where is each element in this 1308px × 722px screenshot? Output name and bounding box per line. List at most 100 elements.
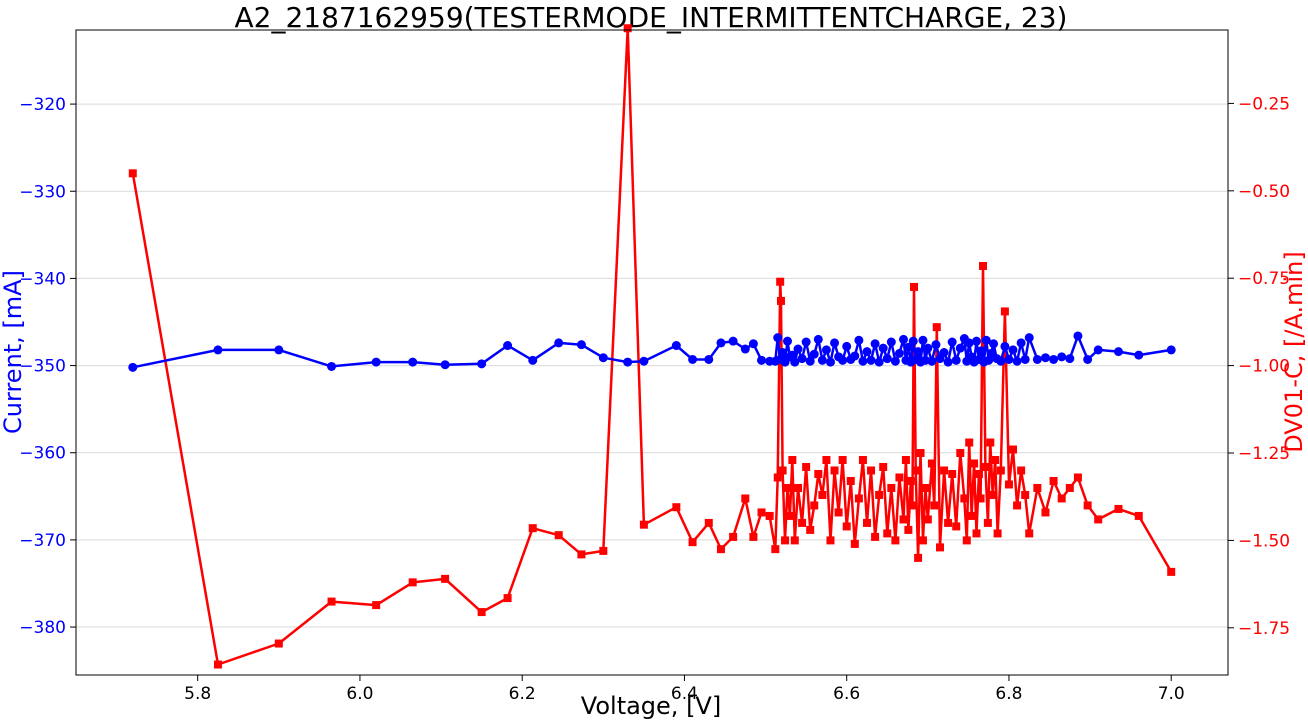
data-point xyxy=(1021,490,1030,499)
data-point xyxy=(1083,354,1093,364)
data-point xyxy=(854,335,864,345)
data-point xyxy=(818,490,827,499)
data-point xyxy=(981,335,991,345)
data-point xyxy=(886,337,896,347)
data-point xyxy=(1009,445,1018,454)
data-point xyxy=(477,359,487,369)
data-point xyxy=(821,345,831,355)
data-point xyxy=(1049,476,1058,485)
y-tick-label-left: −330 xyxy=(19,182,66,202)
data-point xyxy=(830,338,840,348)
y-tick-label-left: −350 xyxy=(19,357,66,377)
data-point xyxy=(477,608,486,617)
data-point xyxy=(834,508,843,517)
data-point xyxy=(891,536,900,545)
data-point xyxy=(781,536,790,545)
data-point xyxy=(773,473,782,482)
data-point xyxy=(879,462,888,471)
series-dv01-c xyxy=(128,24,1176,669)
data-point xyxy=(962,536,971,545)
data-point xyxy=(955,343,965,353)
chart-title: A2_2187162959(TESTERMODE_INTERMITTENTCHA… xyxy=(235,1,1068,34)
data-point xyxy=(858,456,867,464)
data-point xyxy=(967,511,976,520)
y-tick-label-right: −1.75 xyxy=(1238,619,1290,639)
data-point xyxy=(826,536,835,545)
data-point xyxy=(782,336,792,346)
x-tick-label: 6.6 xyxy=(833,684,860,704)
data-point xyxy=(972,529,981,538)
data-point xyxy=(939,348,949,357)
data-point xyxy=(986,348,996,358)
data-point xyxy=(1016,338,1026,348)
data-point xyxy=(830,466,839,475)
data-point xyxy=(672,503,681,512)
data-point xyxy=(878,343,888,353)
data-point xyxy=(923,343,933,353)
data-point xyxy=(952,522,961,531)
data-point xyxy=(1004,354,1014,364)
data-point xyxy=(1134,511,1143,520)
data-point xyxy=(785,511,794,520)
data-point xyxy=(1013,501,1022,510)
data-point xyxy=(923,515,932,524)
data-point xyxy=(408,578,417,587)
data-point xyxy=(327,361,337,371)
data-point xyxy=(639,356,649,366)
data-point xyxy=(748,339,758,349)
y-tick-label-right: −0.50 xyxy=(1238,182,1290,202)
data-point xyxy=(940,466,949,475)
data-point xyxy=(794,483,803,492)
data-point xyxy=(993,529,1002,538)
data-point xyxy=(776,277,785,286)
grid-lines xyxy=(76,103,1228,628)
data-point xyxy=(1083,501,1092,510)
data-point xyxy=(944,518,953,527)
data-point xyxy=(850,539,859,548)
y-tick-label-left: −380 xyxy=(19,618,66,638)
data-point xyxy=(1114,504,1123,513)
data-point xyxy=(899,515,908,524)
data-point xyxy=(1004,480,1013,489)
data-point xyxy=(947,337,957,347)
data-point xyxy=(883,529,892,538)
data-point xyxy=(866,355,876,365)
data-point xyxy=(801,337,811,347)
data-point xyxy=(1041,508,1050,517)
data-point xyxy=(927,459,936,468)
data-point xyxy=(1020,354,1030,364)
data-point xyxy=(951,355,961,365)
x-tick-label: 7.0 xyxy=(1158,684,1185,704)
data-point xyxy=(867,466,876,475)
data-point xyxy=(783,483,792,492)
data-point xyxy=(996,466,1005,475)
data-point xyxy=(598,353,608,363)
data-point xyxy=(842,522,851,531)
data-point xyxy=(1166,345,1176,355)
data-point xyxy=(838,355,848,365)
y-tick-label-right: −1.00 xyxy=(1238,357,1290,377)
data-point xyxy=(1057,494,1066,503)
data-point xyxy=(1000,307,1009,316)
y-tick-label-right: −1.50 xyxy=(1238,531,1290,551)
data-point xyxy=(817,355,827,365)
data-point xyxy=(943,357,953,367)
data-point xyxy=(976,346,986,356)
y-tick-label-left: −320 xyxy=(19,95,66,115)
data-point xyxy=(576,340,586,350)
y-axis-left: −380 −370 −360 −350 −340 −330 −320 xyxy=(19,95,76,638)
data-point xyxy=(996,356,1006,366)
data-point xyxy=(814,469,823,478)
y-tick-label-right: −0.25 xyxy=(1238,94,1290,114)
data-point xyxy=(773,333,783,343)
data-point xyxy=(213,660,222,669)
data-point xyxy=(757,508,766,517)
data-point xyxy=(874,357,884,367)
data-point xyxy=(528,524,537,533)
data-point xyxy=(894,348,904,358)
data-point xyxy=(740,344,750,354)
data-point xyxy=(778,348,788,357)
data-point xyxy=(554,531,563,540)
data-point xyxy=(623,357,633,367)
data-point xyxy=(927,356,937,366)
